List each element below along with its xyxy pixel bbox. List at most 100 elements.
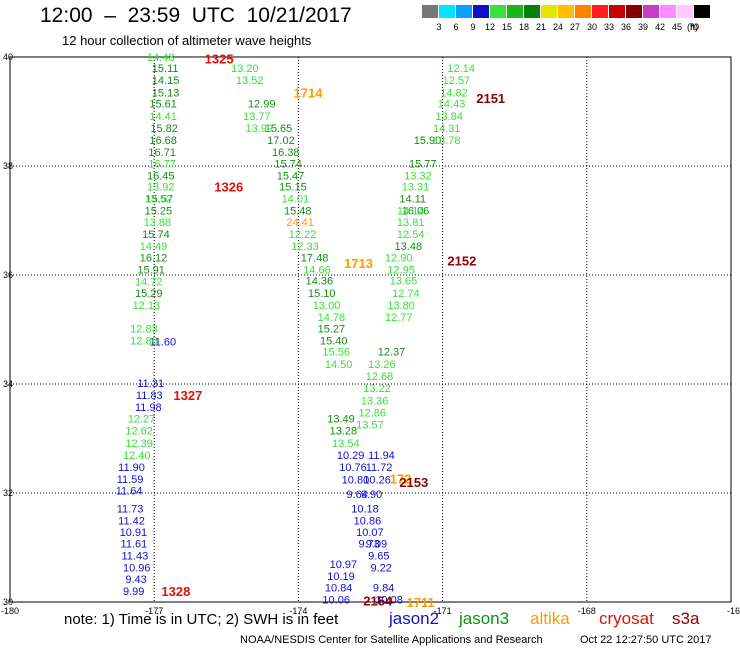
wave-height-label: 13.81: [397, 217, 425, 229]
pass-label: 1327: [173, 388, 202, 403]
wave-height-label: 13.78: [433, 135, 461, 147]
wave-height-label: 15.47: [277, 170, 305, 182]
legend-swatch: [422, 5, 438, 18]
wave-height-label: 15.29: [135, 288, 163, 300]
wave-height-label: 15.11: [152, 63, 179, 75]
wave-height-label: 13.00: [313, 300, 341, 312]
wave-height-label: 9.09: [366, 539, 387, 551]
legend-unit-label: (ft): [687, 22, 698, 32]
wave-height-label: 12.57: [443, 75, 471, 87]
wave-height-label: 13.22: [363, 383, 391, 395]
credit-line: NOAA/NESDIS Center for Satellite Applica…: [240, 634, 543, 646]
wave-height-label: 11.98: [135, 402, 162, 414]
wave-height-label: 14.66: [303, 265, 331, 277]
wave-height-label: 12.14: [447, 63, 475, 75]
wave-height-label: 10.76: [339, 462, 367, 474]
legend-label: 15: [501, 22, 513, 32]
wave-height-label: 15.27: [318, 323, 346, 335]
legend-swatch: [694, 5, 710, 18]
wave-height-label: 10.91: [120, 527, 148, 539]
y-tick-label: 34: [3, 379, 13, 389]
legend-label: 27: [569, 22, 581, 32]
wave-height-label: 11.60: [149, 336, 176, 348]
wave-height-label: 13.31: [402, 182, 430, 194]
legend-label: 6: [453, 22, 459, 32]
wave-height-label: 13.52: [236, 75, 264, 87]
wave-height-label: 13.20: [231, 63, 259, 75]
wave-height-label: 12.74: [392, 288, 420, 300]
legend-label: 18: [518, 22, 530, 32]
legend-swatch: [592, 5, 608, 18]
pass-label: 172: [390, 471, 412, 486]
satellite-name: cryosat: [599, 609, 654, 628]
legend-label: 24: [552, 22, 564, 32]
legend-swatch: [626, 5, 642, 18]
wave-height-label: 11.42: [118, 515, 145, 527]
wave-height-label: 14.36: [306, 275, 334, 287]
wave-height-label: 11.59: [117, 474, 144, 486]
wave-height-label: 12.27: [128, 413, 156, 425]
wave-height-label: 15.13: [152, 87, 180, 99]
pass-label: 1714: [294, 85, 324, 100]
wave-height-label: 15.74: [142, 229, 170, 241]
wave-height-label: 11.83: [136, 390, 163, 402]
generated-timestamp: Oct 22 12:27:50 UTC 2017: [580, 634, 712, 646]
wave-height-label: 12.86: [130, 335, 158, 347]
y-tick-label: 36: [3, 270, 13, 280]
wave-height-label: 15.74: [274, 158, 302, 170]
wave-height-label: 13.26: [368, 359, 396, 371]
wave-height-label: 14.01: [282, 194, 310, 206]
satellite-name: jason2: [389, 609, 440, 628]
wave-height-label: 11.73: [117, 503, 144, 515]
legend-swatch: [677, 5, 693, 18]
wave-height-label: 10.86: [354, 515, 382, 527]
y-tick-label: 30: [3, 597, 13, 607]
wave-height-label: 12.83: [130, 323, 158, 335]
legend-swatch: [490, 5, 506, 18]
legend-swatch: [473, 5, 489, 18]
wave-height-label: 15.90: [414, 135, 442, 147]
wave-height-label: 15.57: [146, 194, 174, 206]
wave-height-label: 12.13: [133, 300, 161, 312]
y-tick-label: 32: [3, 488, 13, 498]
wave-height-label: 9.65: [368, 551, 389, 563]
satellite-name: altika: [530, 609, 570, 628]
wave-height-label: 14.49: [140, 241, 168, 253]
y-tick-label: 38: [3, 161, 13, 171]
wave-height-label: 15.91: [137, 265, 165, 277]
wave-height-label: 16.12: [140, 253, 168, 265]
pass-label: 1713: [344, 256, 373, 271]
x-tick-label: -174: [289, 606, 307, 616]
wave-height-label: 16.38: [272, 147, 300, 159]
legend-swatch: [439, 5, 455, 18]
wave-height-label: 16.45: [147, 170, 175, 182]
footer-note: note: 1) Time is in UTC; 2) SWH is in fe…: [64, 611, 339, 628]
legend-label: 33: [603, 22, 615, 32]
wave-height-label: 13.48: [395, 241, 423, 253]
wave-height-label: 11.90: [118, 462, 145, 474]
legend-label: 42: [654, 22, 666, 32]
legend-label: 9: [470, 22, 476, 32]
legend-label: 21: [535, 22, 547, 32]
wave-height-label: 9.43: [125, 574, 146, 586]
wave-height-label: 15.82: [150, 123, 178, 135]
wave-height-label: 9.84: [373, 582, 394, 594]
wave-height-label: 13.57: [356, 419, 384, 431]
wave-height-label: 13.52: [145, 194, 173, 206]
wave-height-label: 11.31: [137, 378, 164, 390]
legend-swatch: [541, 5, 557, 18]
wave-height-label: 14.43: [438, 98, 466, 110]
wave-height-label: 14.11: [399, 194, 426, 206]
wave-height-label: 13.77: [243, 111, 271, 123]
wave-height-label: 10.97: [330, 559, 358, 571]
wave-height-label: 15.40: [320, 335, 348, 347]
pass-label: 1325: [205, 52, 234, 67]
wave-height-label: 15.25: [145, 206, 173, 218]
wave-height-label: 10.29: [337, 450, 365, 462]
wave-height-label: 14.48: [147, 52, 175, 64]
legend-label: 3: [436, 22, 442, 32]
x-tick-label: -16: [727, 606, 740, 616]
wave-height-label: 14.14: [397, 206, 425, 218]
wave-height-label: 13.54: [332, 438, 360, 450]
x-tick-label: -168: [578, 606, 596, 616]
